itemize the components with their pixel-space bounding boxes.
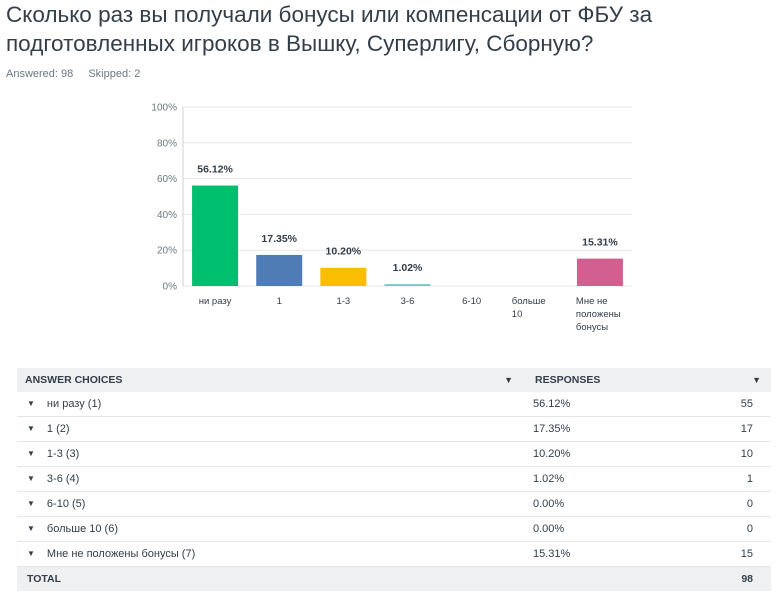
bar (256, 254, 303, 286)
y-tick-label: 0% (163, 282, 178, 293)
answer-table: ANSWER CHOICES ▼ RESPONSES ▼ ▼ ни разу (1… (17, 368, 771, 591)
table-row: ▼ ни разу (1) 56.12% 55 (17, 392, 771, 417)
table-row: ▼ Мне не положены бонусы (7) 15.31% 15 (17, 542, 771, 567)
table-row: ▼ 1 (2) 17.35% 17 (17, 417, 771, 442)
data-label: 1.02% (393, 262, 423, 274)
caret-down-icon[interactable]: ▼ (27, 498, 35, 508)
caret-down-icon[interactable]: ▼ (27, 423, 35, 433)
response-percent: 1.02% (533, 473, 565, 485)
response-count: 0 (746, 498, 753, 510)
response-percent: 56.12% (533, 398, 571, 410)
y-tick-label: 100% (151, 103, 177, 114)
total-row: TOTAL 98 (17, 567, 771, 591)
table-row: ▼ 1-3 (3) 10.20% 10 (17, 442, 771, 467)
response-count: 1 (746, 473, 753, 485)
responses-header-label: RESPONSES (535, 374, 601, 386)
response-count: 10 (740, 448, 753, 460)
y-tick-label: 80% (157, 138, 177, 149)
answered-count: Answered: 98 (6, 68, 74, 80)
caret-down-icon[interactable]: ▼ (752, 375, 761, 385)
response-count: 55 (740, 398, 753, 410)
question-title: Сколько раз вы получали бонусы или компе… (6, 2, 653, 56)
total-count: 98 (741, 573, 753, 585)
data-label: 10.20% (326, 246, 362, 258)
response-percent: 15.31% (533, 548, 571, 560)
caret-down-icon[interactable]: ▼ (504, 375, 513, 385)
skipped-count: Skipped: 2 (88, 68, 141, 80)
data-label: 17.35% (261, 233, 297, 245)
caret-down-icon[interactable]: ▼ (27, 398, 35, 408)
caret-down-icon[interactable]: ▼ (27, 548, 35, 558)
y-tick-label: 60% (157, 174, 177, 185)
response-percent: 0.00% (533, 498, 565, 510)
response-count: 17 (740, 423, 753, 435)
bar (384, 284, 431, 286)
choice-label: 3-6 (4) (46, 473, 80, 485)
bar (576, 258, 623, 286)
answer-choices-header-label: ANSWER CHOICES (25, 374, 123, 386)
choice-label: ни разу (1) (46, 398, 102, 410)
response-stats: Answered: 98 Skipped: 2 (6, 68, 152, 80)
caret-down-icon[interactable]: ▼ (27, 448, 35, 458)
caret-down-icon[interactable]: ▼ (27, 473, 35, 483)
response-percent: 17.35% (533, 423, 571, 435)
y-tick-label: 40% (157, 210, 177, 221)
response-count: 15 (740, 548, 753, 560)
x-tick-label: 3-6 (401, 296, 415, 307)
choice-label: Мне не положены бонусы (7) (46, 548, 196, 560)
x-tick-label: 1-3 (336, 296, 350, 307)
table-row: ▼ больше 10 (6) 0.00% 0 (17, 517, 771, 542)
bar (320, 267, 367, 286)
table-header: ANSWER CHOICES ▼ RESPONSES ▼ (17, 368, 771, 392)
answer-choices-header[interactable]: ANSWER CHOICES ▼ (17, 374, 523, 386)
x-tick-label: 6-10 (462, 296, 481, 307)
x-tick-label: Мне не положены бонусы (576, 296, 621, 333)
bar (192, 185, 239, 286)
data-label: 15.31% (582, 237, 618, 249)
y-tick-label: 20% (157, 246, 177, 257)
choice-label: 1 (2) (46, 423, 70, 435)
choice-label: больше 10 (6) (46, 523, 118, 535)
x-tick-label: больше 10 (512, 296, 546, 320)
total-label: TOTAL (27, 573, 62, 585)
response-count: 0 (746, 523, 753, 535)
choice-label: 1-3 (3) (46, 448, 80, 460)
response-percent: 0.00% (533, 523, 565, 535)
bar-chart: 0% 20% 40% 60% 80% 100% 56.12% ни разу 17.35% 1 10… (151, 103, 632, 333)
x-tick-label: 1 (277, 296, 282, 307)
table-row: ▼ 3-6 (4) 1.02% 1 (17, 467, 771, 492)
data-label: 56.12% (197, 164, 233, 176)
table-row: ▼ 6-10 (5) 0.00% 0 (17, 492, 771, 517)
choice-label: 6-10 (5) (46, 498, 86, 510)
table-body: ▼ ни разу (1) 56.12% 55 ▼ 1 (2) 17.35% 17 … (17, 392, 771, 567)
caret-down-icon[interactable]: ▼ (27, 523, 35, 533)
x-tick-label: ни разу (199, 296, 232, 307)
responses-header[interactable]: RESPONSES ▼ (523, 374, 771, 386)
response-percent: 10.20% (533, 448, 571, 460)
